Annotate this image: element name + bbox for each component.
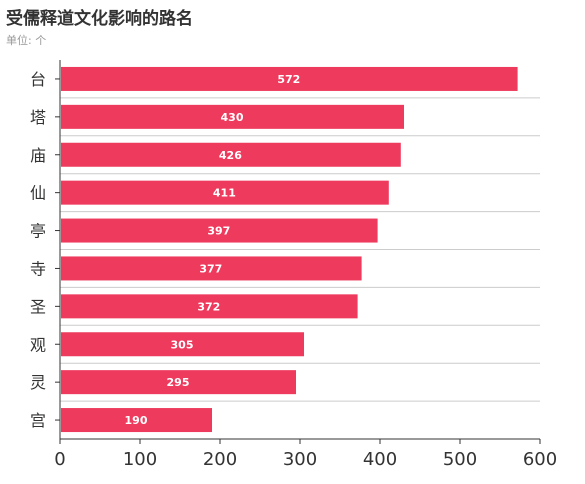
x-tick-label: 200 [203, 449, 237, 470]
category-label: 塔 [30, 108, 46, 127]
bar [61, 66, 518, 91]
data-label: 430 [221, 111, 244, 124]
bar [61, 256, 362, 281]
category-label: 仙 [30, 184, 46, 203]
x-tick-label: 600 [523, 449, 557, 470]
x-tick-label: 500 [443, 449, 477, 470]
data-label: 305 [171, 338, 194, 351]
x-tick-label: 400 [363, 449, 397, 470]
bar [61, 104, 404, 129]
bar [61, 332, 304, 357]
bar [61, 180, 389, 205]
bar [61, 142, 401, 167]
data-label: 377 [199, 262, 222, 275]
category-label: 亭 [30, 222, 46, 241]
category-label: 庙 [30, 146, 46, 165]
bar [61, 218, 378, 243]
data-label: 572 [277, 73, 300, 86]
x-tick-label: 100 [123, 449, 157, 470]
data-label: 426 [219, 149, 242, 162]
x-tick-label: 0 [54, 449, 65, 470]
bar [61, 370, 296, 395]
category-label: 台 [30, 70, 46, 89]
data-label: 295 [167, 376, 190, 389]
bar [61, 294, 358, 319]
category-label: 寺 [30, 259, 46, 278]
bar [61, 408, 212, 433]
category-label: 宫 [30, 411, 46, 430]
data-label: 190 [125, 414, 148, 427]
category-label: 观 [30, 335, 46, 354]
category-label: 圣 [30, 297, 46, 316]
data-label: 411 [213, 187, 236, 200]
category-label: 灵 [30, 373, 46, 392]
data-label: 397 [207, 225, 230, 238]
x-tick-label: 300 [283, 449, 317, 470]
chart-subtitle: 单位: 个 [6, 34, 47, 47]
data-label: 372 [197, 300, 220, 313]
chart-title: 受儒释道文化影响的路名 [6, 9, 193, 29]
